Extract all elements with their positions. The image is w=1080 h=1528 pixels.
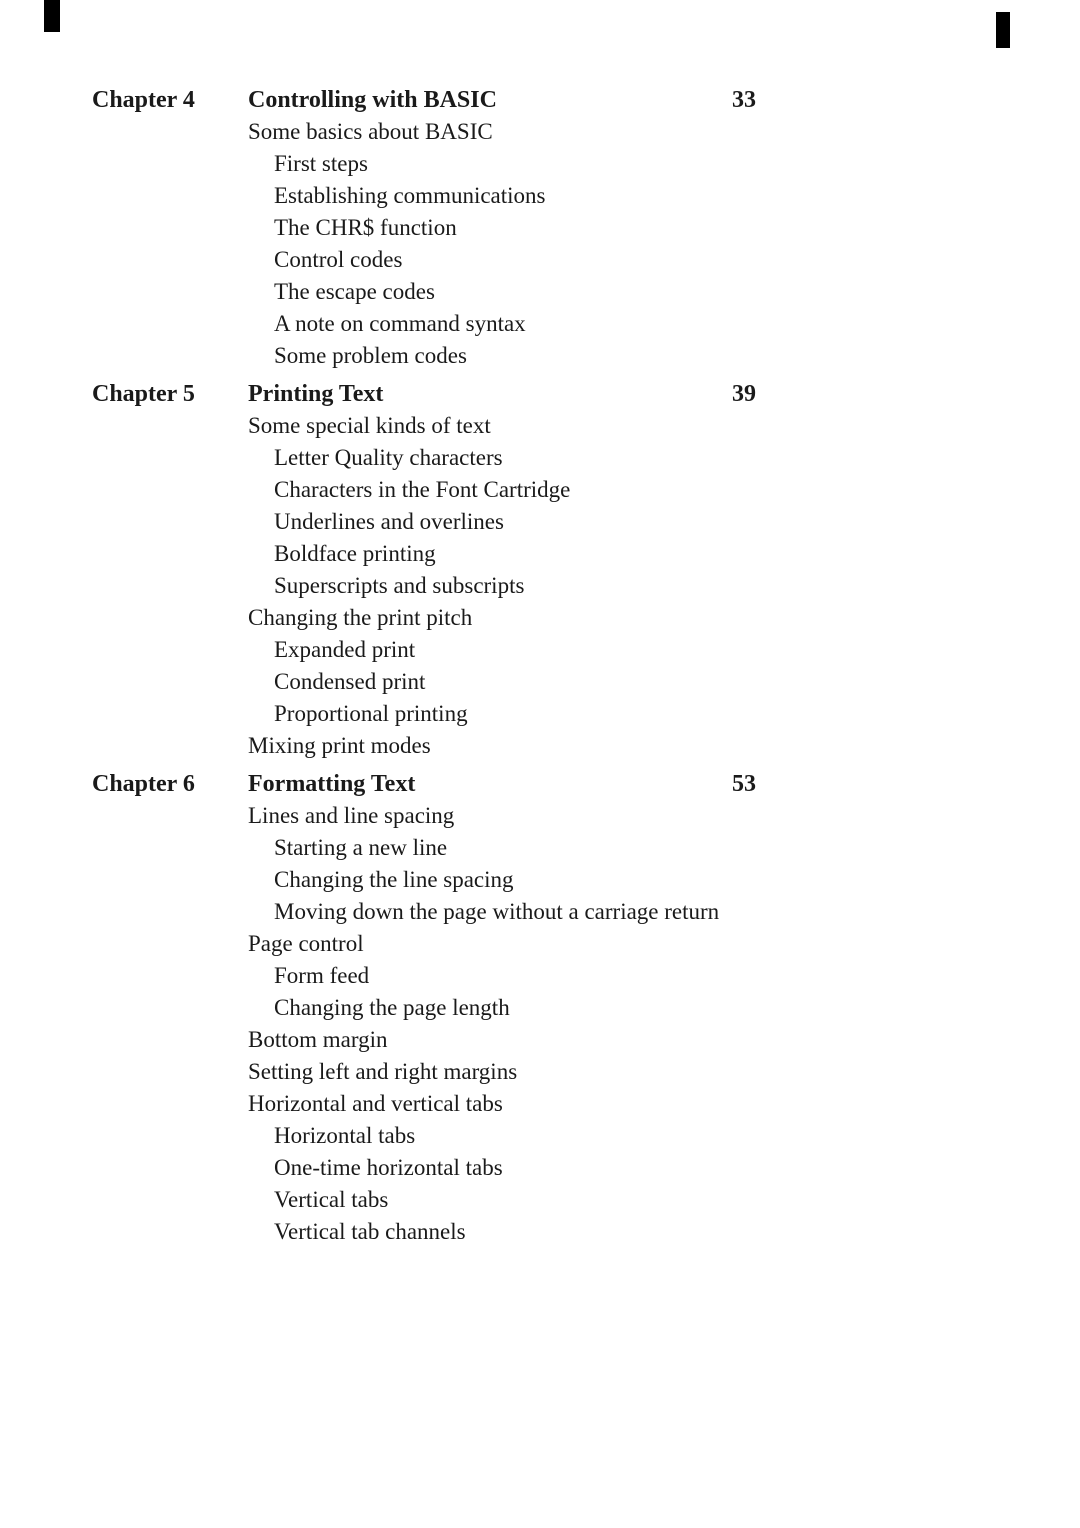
toc-entry: Letter Quality characters bbox=[274, 442, 980, 474]
chapter-label: Chapter 4 bbox=[92, 84, 248, 116]
page-tick-top-left bbox=[44, 0, 60, 32]
toc-entry: First steps bbox=[274, 148, 980, 180]
chapter-label: Chapter 6 bbox=[92, 768, 248, 800]
chapter-title: Printing Text bbox=[248, 378, 383, 410]
toc-entry: Proportional printing bbox=[274, 698, 980, 730]
toc-entry: Vertical tab channels bbox=[274, 1216, 980, 1248]
toc-entry: Boldface printing bbox=[274, 538, 980, 570]
chapter-page-number: 39 bbox=[732, 378, 980, 410]
toc-entry: Expanded print bbox=[274, 634, 980, 666]
toc-entry: Characters in the Font Cartridge bbox=[274, 474, 980, 506]
chapter-page-number: 33 bbox=[732, 84, 980, 116]
toc-entry: Underlines and overlines bbox=[274, 506, 980, 538]
toc-entry: Horizontal tabs bbox=[274, 1120, 980, 1152]
page-tick-top-right bbox=[996, 12, 1010, 48]
toc-entry: Control codes bbox=[274, 244, 980, 276]
chapter-page-number: 53 bbox=[732, 768, 980, 800]
toc-entry: Moving down the page without a carriage … bbox=[274, 896, 734, 928]
toc-entry: Changing the print pitch bbox=[248, 602, 980, 634]
toc-entry: Page control bbox=[248, 928, 980, 960]
chapter-title: Formatting Text bbox=[248, 768, 415, 800]
toc-entry: The escape codes bbox=[274, 276, 980, 308]
toc-entry: Establishing communications bbox=[274, 180, 980, 212]
toc-chapter: Chapter 6 Formatting Text 53 Lines and l… bbox=[92, 768, 980, 1248]
chapter-title-row: Formatting Text 53 bbox=[248, 768, 980, 800]
toc-entry: Changing the line spacing bbox=[274, 864, 980, 896]
toc-entry: Form feed bbox=[274, 960, 980, 992]
chapter-body: Controlling with BASIC 33 Some basics ab… bbox=[248, 84, 980, 372]
toc-entry: One-time horizontal tabs bbox=[274, 1152, 980, 1184]
toc-entry: Horizontal and vertical tabs bbox=[248, 1088, 980, 1120]
toc-entry: A note on command syntax bbox=[274, 308, 980, 340]
chapter-label: Chapter 5 bbox=[92, 378, 248, 410]
toc-entry: The CHR$ function bbox=[274, 212, 980, 244]
chapter-body: Printing Text 39 Some special kinds of t… bbox=[248, 378, 980, 762]
chapter-title-row: Printing Text 39 bbox=[248, 378, 980, 410]
toc-chapter: Chapter 5 Printing Text 39 Some special … bbox=[92, 378, 980, 762]
chapter-title-row: Controlling with BASIC 33 bbox=[248, 84, 980, 116]
toc-entry: Setting left and right margins bbox=[248, 1056, 980, 1088]
toc-entry: Some basics about BASIC bbox=[248, 116, 980, 148]
toc-entry: Bottom margin bbox=[248, 1024, 980, 1056]
toc-entry: Some problem codes bbox=[274, 340, 980, 372]
toc-entry: Condensed print bbox=[274, 666, 980, 698]
chapter-title: Controlling with BASIC bbox=[248, 84, 497, 116]
toc-entry: Changing the page length bbox=[274, 992, 980, 1024]
toc-entry: Starting a new line bbox=[274, 832, 980, 864]
toc-page: Chapter 4 Controlling with BASIC 33 Some… bbox=[0, 0, 1080, 1314]
chapter-body: Formatting Text 53 Lines and line spacin… bbox=[248, 768, 980, 1248]
toc-entry: Lines and line spacing bbox=[248, 800, 980, 832]
toc-chapter: Chapter 4 Controlling with BASIC 33 Some… bbox=[92, 84, 980, 372]
toc-entry: Vertical tabs bbox=[274, 1184, 980, 1216]
toc-entry: Some special kinds of text bbox=[248, 410, 980, 442]
toc-entry: Mixing print modes bbox=[248, 730, 980, 762]
toc-entry: Superscripts and subscripts bbox=[274, 570, 980, 602]
